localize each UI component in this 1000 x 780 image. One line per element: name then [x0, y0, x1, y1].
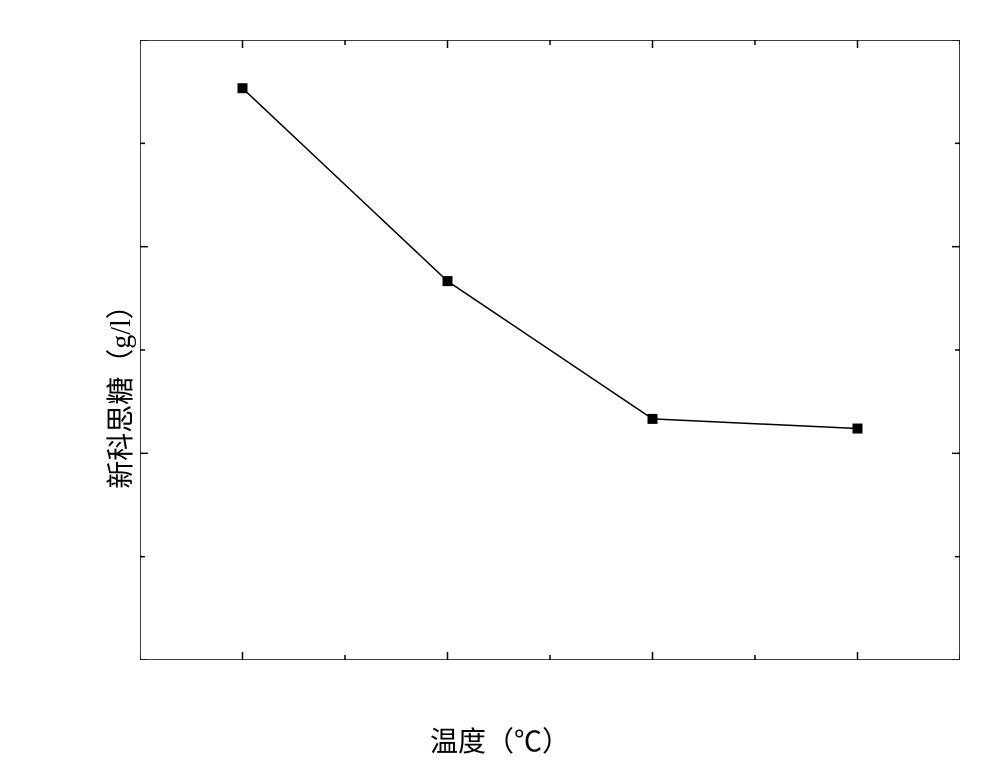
x-axis-label: 温度（℃） — [430, 720, 570, 760]
data-marker — [238, 84, 247, 93]
y-axis-label: 新科思糖（g/l） — [99, 291, 139, 489]
data-marker — [443, 277, 452, 286]
chart-container: 新科思糖（g/l） 温度（℃） 2030405015304560 — [0, 0, 1000, 780]
data-marker — [853, 424, 862, 433]
plot-area: 2030405015304560 — [140, 40, 960, 660]
data-line — [243, 88, 858, 428]
data-marker — [648, 414, 657, 423]
